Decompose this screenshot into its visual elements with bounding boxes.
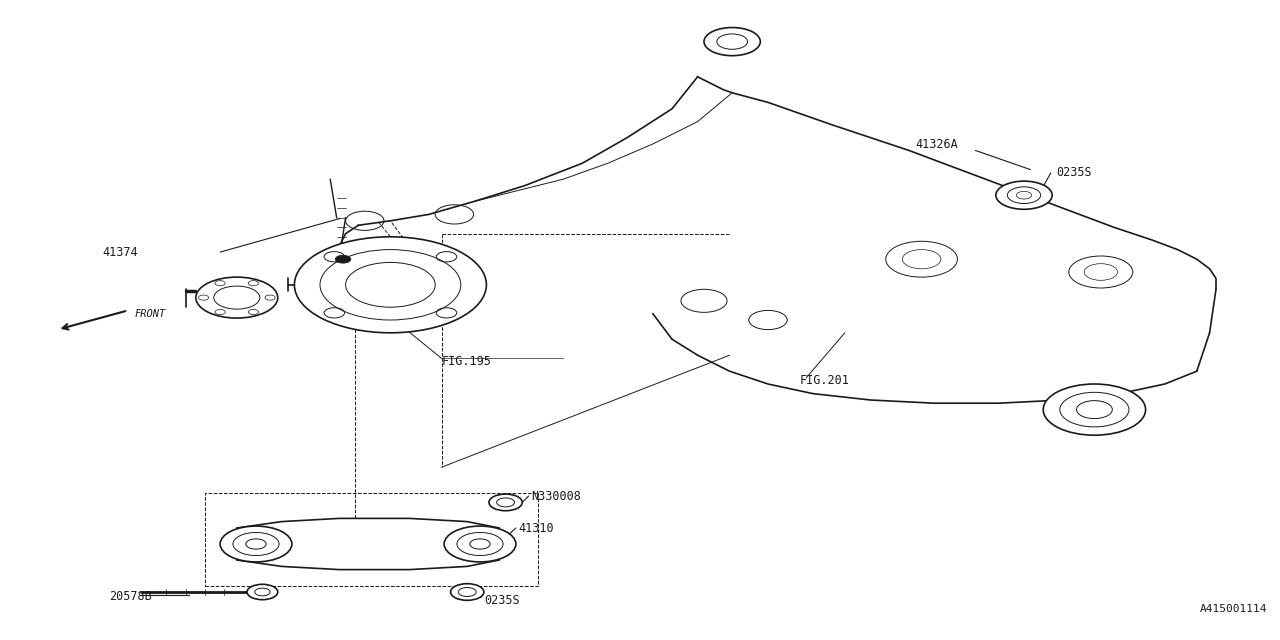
Circle shape xyxy=(1043,384,1146,435)
Circle shape xyxy=(451,584,484,600)
Bar xyxy=(205,493,538,586)
Text: 0235S: 0235S xyxy=(484,594,520,607)
Circle shape xyxy=(196,277,278,318)
Text: FRONT: FRONT xyxy=(134,308,165,319)
Circle shape xyxy=(294,237,486,333)
Circle shape xyxy=(335,255,351,263)
Text: A415001114: A415001114 xyxy=(1199,604,1267,614)
Text: 41310: 41310 xyxy=(518,522,554,534)
Circle shape xyxy=(220,526,292,562)
Circle shape xyxy=(704,28,760,56)
Text: 0235S: 0235S xyxy=(1056,166,1092,179)
Text: FIG.201: FIG.201 xyxy=(800,374,850,387)
Polygon shape xyxy=(237,518,499,570)
Circle shape xyxy=(489,494,522,511)
Text: FIG.195: FIG.195 xyxy=(442,355,492,368)
Text: 41326A: 41326A xyxy=(915,138,957,150)
Text: 20578B: 20578B xyxy=(109,590,151,603)
Text: N330008: N330008 xyxy=(531,490,581,502)
Circle shape xyxy=(444,526,516,562)
Circle shape xyxy=(247,584,278,600)
Circle shape xyxy=(996,181,1052,209)
Text: 41374: 41374 xyxy=(102,246,138,259)
